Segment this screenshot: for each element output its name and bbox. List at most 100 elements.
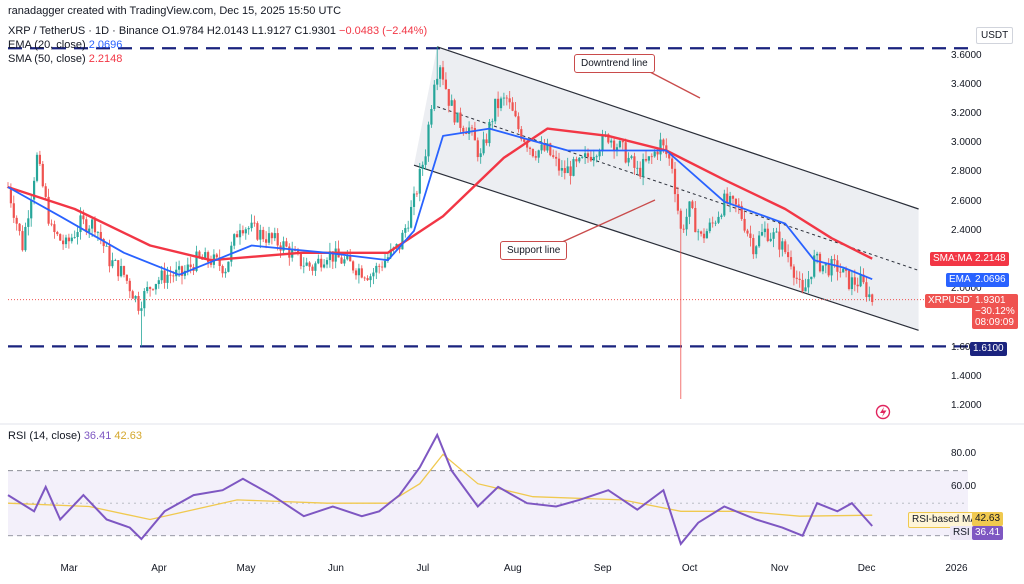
ema-legend[interactable]: EMA (20, close) 2.0696 [8, 38, 122, 52]
candle-body [740, 205, 743, 219]
currency-badge[interactable]: USDT [976, 27, 1014, 44]
candle-body [366, 278, 369, 281]
candle-body [572, 159, 575, 176]
candle-body [552, 155, 555, 157]
candle-body [340, 257, 343, 264]
candle-body [33, 180, 36, 200]
candle-body [302, 265, 305, 267]
candle-body [700, 231, 703, 234]
candle-body [323, 264, 326, 268]
candle-body [633, 156, 636, 168]
candle-body [12, 203, 15, 218]
time-tick-label: Oct [681, 563, 698, 574]
candle-body [853, 277, 856, 285]
candle-body [482, 139, 485, 154]
candle-body [418, 168, 421, 194]
candle-body [88, 228, 91, 232]
candle-body [839, 271, 842, 273]
candle-body [421, 164, 424, 169]
symbol-name[interactable]: XRP / TetherUS · 1D · Binance [8, 25, 159, 37]
candle-body [325, 260, 329, 265]
candle-body [59, 234, 62, 241]
candle-body [847, 270, 851, 290]
candle-body [30, 199, 33, 219]
candle-body [221, 265, 224, 274]
sma-legend[interactable]: SMA (50, close) 2.2148 [8, 52, 122, 66]
candle-body [233, 234, 236, 246]
candle-body [523, 139, 526, 142]
candle-body [607, 134, 610, 143]
candle-body [169, 274, 172, 276]
candle-body [346, 255, 349, 260]
candle-body [389, 249, 392, 258]
candle-body [697, 231, 700, 233]
candle-body [760, 232, 764, 236]
lightning-icon[interactable] [875, 404, 891, 420]
candle-body [865, 282, 868, 298]
candle-body [473, 128, 476, 141]
candle-body [566, 166, 569, 174]
candle-body [441, 67, 445, 80]
candle-body [615, 147, 619, 151]
candle-body [613, 140, 616, 151]
candle-body [250, 222, 253, 229]
candle-body [369, 276, 372, 281]
sma-legend-value: 2.2148 [88, 53, 123, 65]
price-tick-label: 2.8000 [951, 166, 982, 178]
candle-body [282, 241, 285, 251]
candle-body [578, 157, 581, 162]
rsi-ma-legend-value: 42.63 [114, 430, 142, 442]
candle-body [44, 186, 47, 197]
candle-body [407, 227, 410, 229]
rsi-line [7, 432, 873, 546]
candle-body [549, 143, 552, 156]
candle-body [746, 230, 749, 234]
candle-body [227, 261, 230, 272]
candle-body [476, 140, 479, 158]
candle-body [702, 233, 706, 239]
candle-body [569, 166, 572, 176]
candle-body [563, 168, 566, 174]
candle-body [647, 156, 650, 161]
candle-body [262, 229, 265, 240]
candle-body [41, 163, 44, 187]
candle-body [117, 260, 120, 277]
candle-body [456, 112, 459, 123]
candle-body [180, 266, 184, 276]
candle-body [639, 167, 642, 177]
candle-body [276, 233, 279, 246]
candle-body [662, 139, 665, 146]
candle-body [360, 268, 363, 278]
candles [6, 46, 874, 399]
rsi-ma-value: 42.63 [972, 512, 1004, 526]
rsi-legend[interactable]: RSI (14, close) 36.41 42.63 [8, 430, 142, 442]
candle-body [259, 229, 262, 240]
candle-body [430, 108, 433, 125]
candle-body [752, 237, 755, 255]
rsi-tick-label: 60.00 [951, 480, 977, 492]
candle-body [85, 219, 88, 232]
ema-legend-value: 2.0696 [88, 39, 123, 51]
downtrend-callout: Downtrend line [574, 54, 655, 73]
candle-body [114, 260, 117, 262]
candle-body [64, 237, 68, 245]
candle-body [557, 158, 561, 171]
candle-body [624, 142, 627, 163]
candle-body [531, 148, 534, 157]
candle-body [410, 206, 413, 228]
candle-body [111, 260, 114, 267]
support-line [413, 164, 919, 331]
candle-body [447, 89, 450, 106]
candle-body [491, 121, 494, 123]
candle-body [691, 201, 694, 208]
candle-body [485, 139, 488, 144]
candle-body [862, 274, 865, 283]
candle-body [56, 232, 59, 235]
candle-body [236, 234, 239, 238]
candle-body [15, 217, 18, 224]
candle-body [671, 158, 674, 169]
candle-body [189, 264, 192, 267]
support-arrow [559, 199, 656, 244]
candle-body [198, 251, 201, 258]
